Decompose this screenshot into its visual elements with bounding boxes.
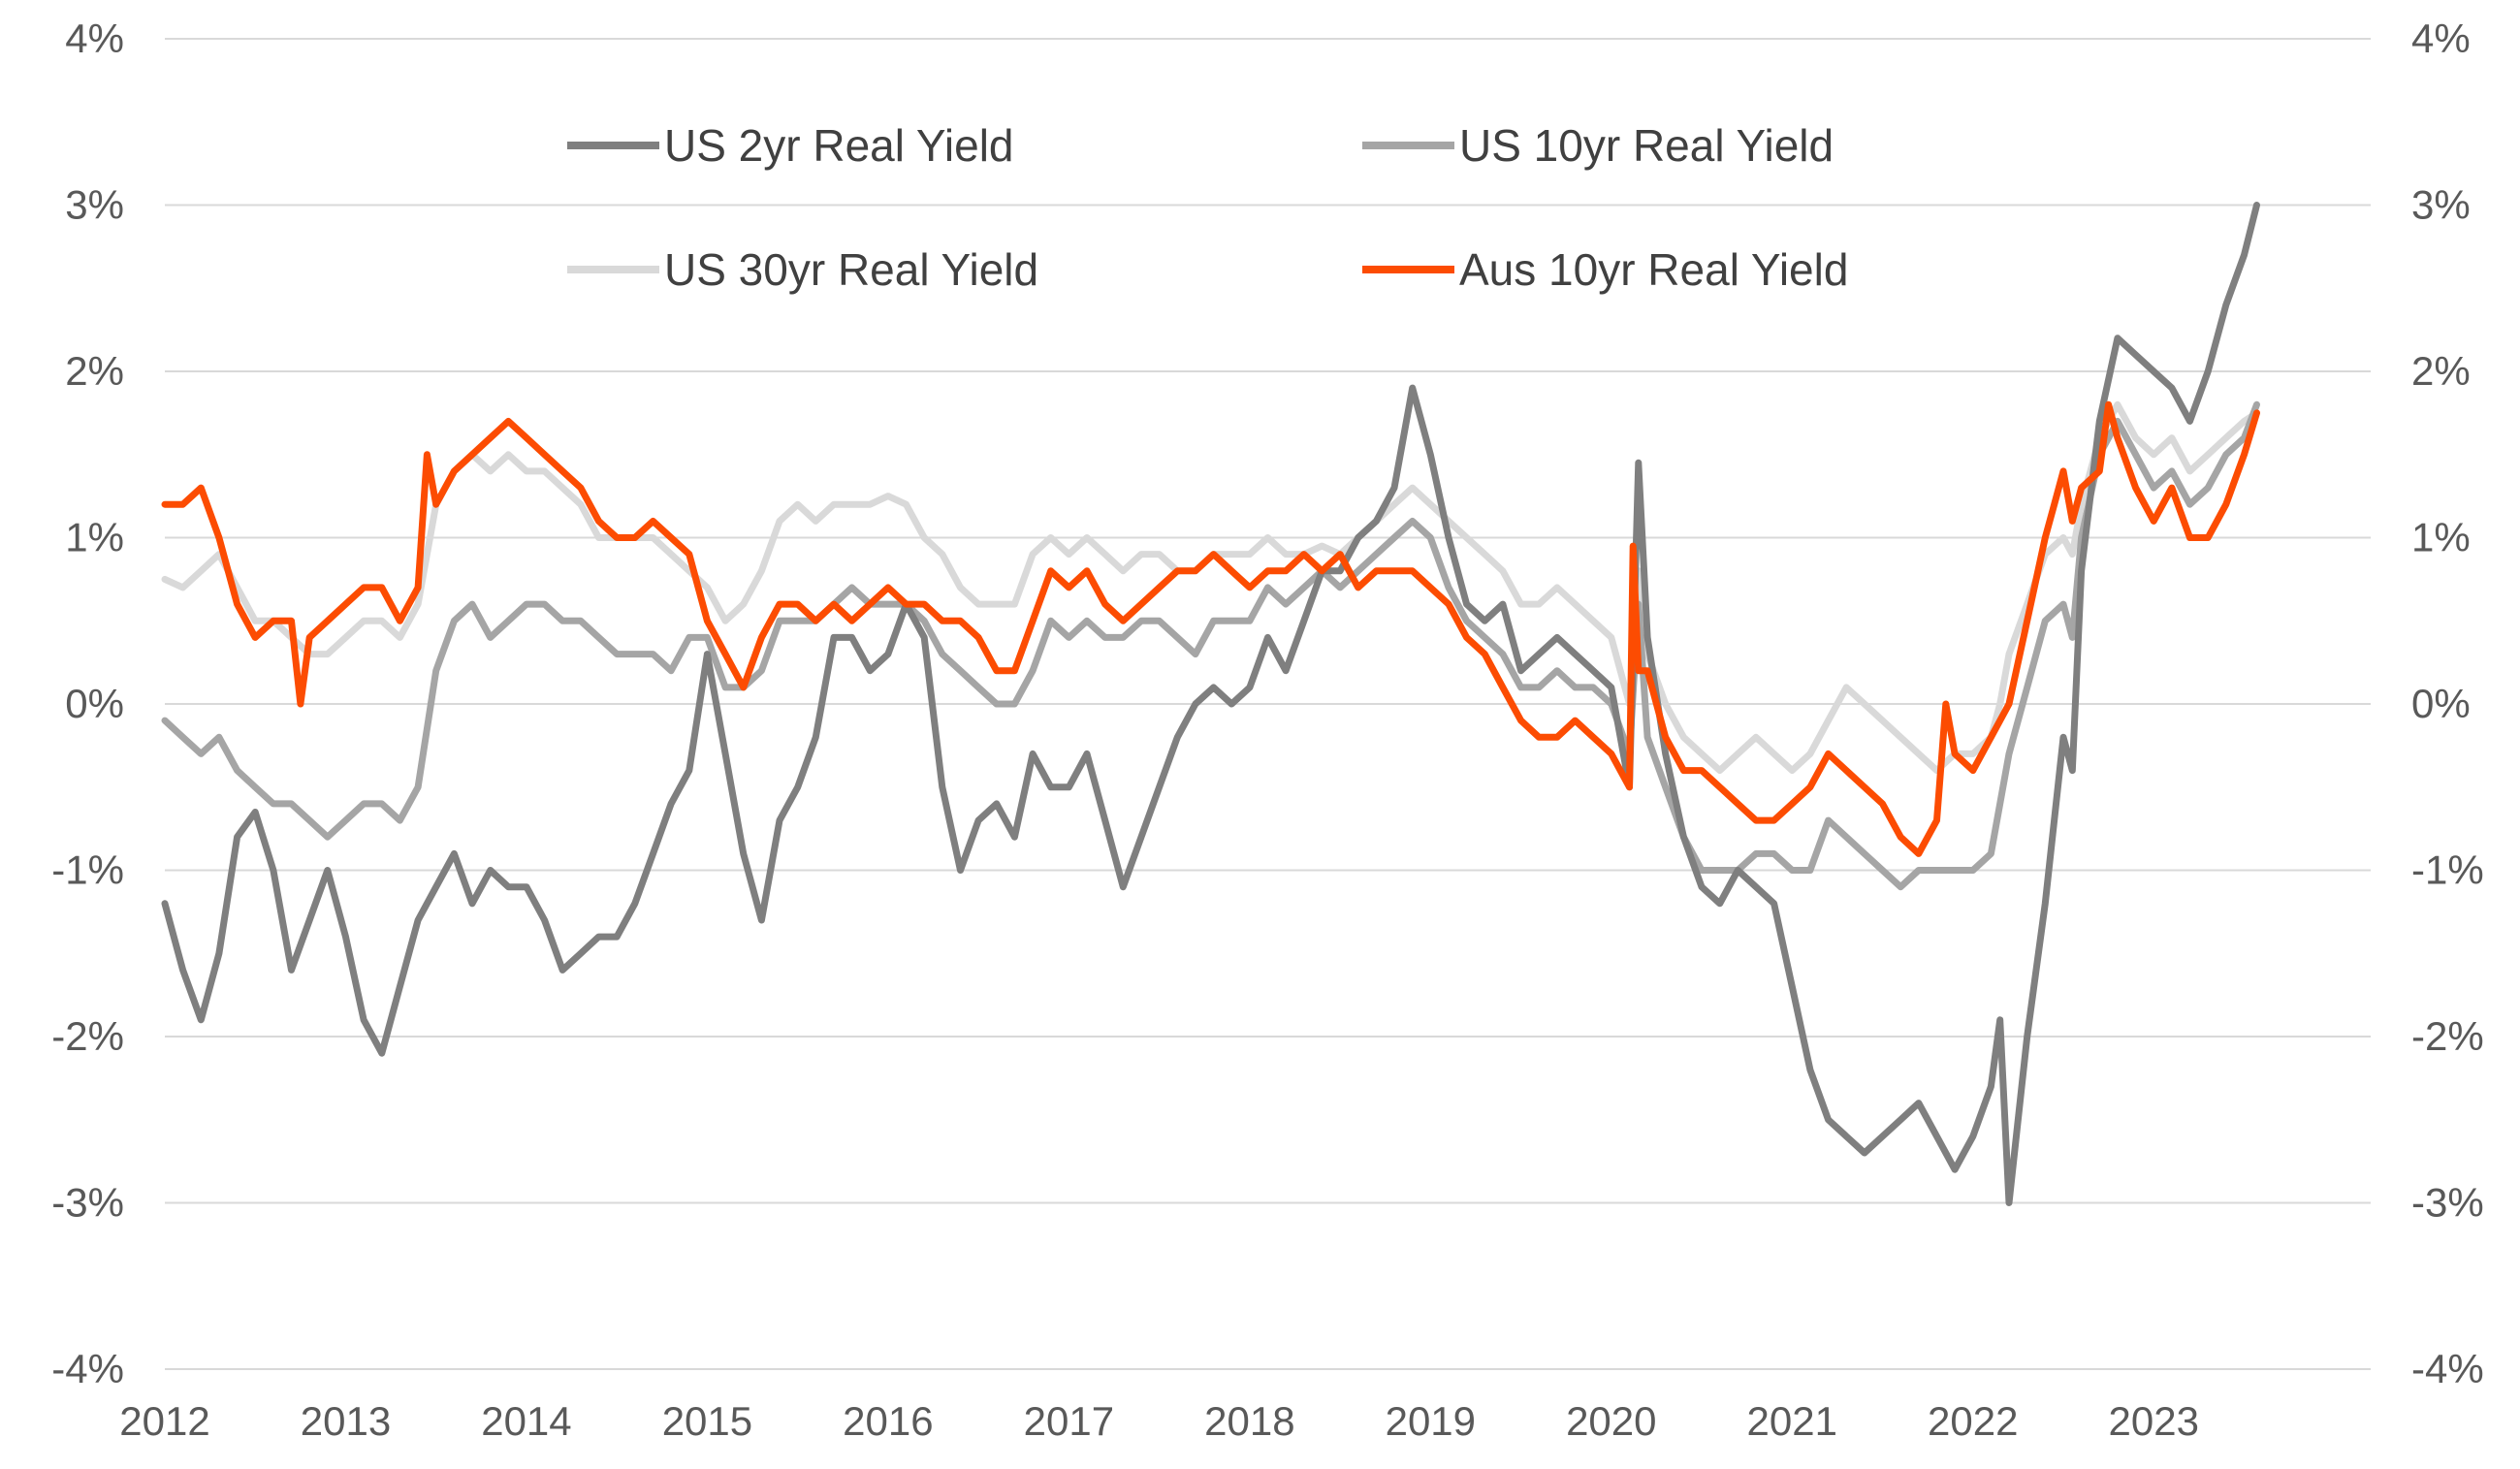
x-tick-label: 2021 bbox=[1747, 1398, 1837, 1444]
x-axis: 2012 2013 2014 2015 2016 2017 2018 2019 2020 2021… bbox=[119, 1368, 2371, 1444]
y-tick-label-right: -2% bbox=[2411, 1013, 2484, 1059]
x-tick-label: 2019 bbox=[1386, 1398, 1476, 1444]
y-tick-label-left: 3% bbox=[65, 182, 124, 228]
y-tick-label-right: 1% bbox=[2411, 515, 2471, 560]
y-tick-label-left: -3% bbox=[51, 1180, 124, 1226]
x-tick-label: 2015 bbox=[662, 1398, 752, 1444]
x-tick-label: 2013 bbox=[301, 1398, 391, 1444]
y-tick-label-right: 0% bbox=[2411, 681, 2471, 726]
right-y-axis: -4% -3% -2% -1% 0% 1% 2% 3% 4% bbox=[2411, 16, 2484, 1391]
legend-label: Aus 10yr Real Yield bbox=[1459, 244, 1848, 295]
y-tick-label-left: -4% bbox=[51, 1346, 124, 1391]
left-y-axis: -4% -3% -2% -1% 0% 1% 2% 3% 4% bbox=[51, 16, 124, 1391]
legend-label: US 10yr Real Yield bbox=[1459, 120, 1834, 171]
y-tick-label-right: 4% bbox=[2411, 16, 2471, 61]
y-tick-label-left: -1% bbox=[51, 847, 124, 893]
x-tick-label: 2022 bbox=[1928, 1398, 2018, 1444]
x-tick-label: 2012 bbox=[119, 1398, 209, 1444]
y-tick-label-left: 0% bbox=[65, 681, 124, 726]
legend: US 2yr Real Yield US 10yr Real Yield US 30… bbox=[567, 120, 1848, 295]
series-layer bbox=[161, 202, 2260, 1206]
x-tick-label: 2020 bbox=[1566, 1398, 1656, 1444]
y-tick-label-left: 1% bbox=[65, 515, 124, 560]
y-tick-label-right: 2% bbox=[2411, 348, 2471, 394]
x-tick-label: 2017 bbox=[1024, 1398, 1114, 1444]
x-tick-label: 2014 bbox=[481, 1398, 571, 1444]
x-tick-label: 2023 bbox=[2109, 1398, 2199, 1444]
y-tick-label-right: -4% bbox=[2411, 1346, 2484, 1391]
y-tick-label-right: -3% bbox=[2411, 1180, 2484, 1226]
series-line-4 bbox=[161, 400, 2260, 857]
y-tick-label-left: -2% bbox=[51, 1013, 124, 1059]
y-tick-label-right: -1% bbox=[2411, 847, 2484, 893]
y-tick-label-left: 4% bbox=[65, 16, 124, 61]
legend-label: US 30yr Real Yield bbox=[664, 244, 1038, 295]
x-tick-label: 2018 bbox=[1204, 1398, 1294, 1444]
series-line-1 bbox=[161, 202, 2260, 1206]
y-tick-label-right: 3% bbox=[2411, 182, 2471, 228]
gridlines bbox=[165, 38, 2371, 1370]
series-line-2 bbox=[161, 400, 2260, 891]
x-tick-label: 2016 bbox=[843, 1398, 933, 1444]
y-tick-label-left: 2% bbox=[65, 348, 124, 394]
legend-label: US 2yr Real Yield bbox=[664, 120, 1014, 171]
